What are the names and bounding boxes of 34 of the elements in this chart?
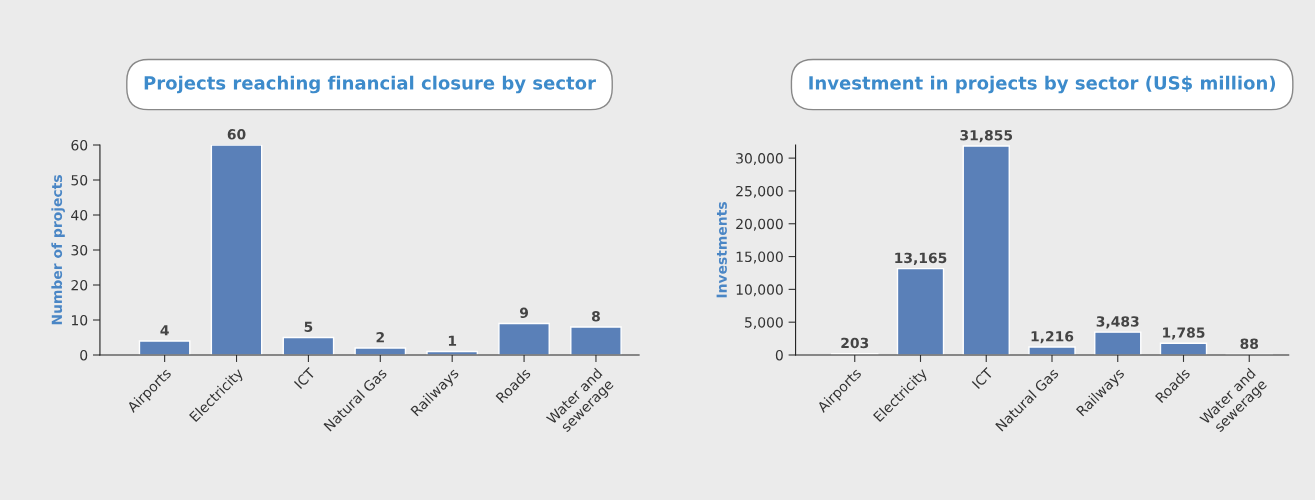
- y-tick-label: 50: [71, 174, 88, 186]
- y-tick-label: 5,000: [745, 317, 783, 330]
- data-label: 203: [841, 337, 869, 349]
- y-tick-label: 40: [71, 209, 88, 221]
- y-tick-label: 60: [71, 139, 88, 151]
- data-label: 60: [227, 129, 246, 140]
- data-label: 9: [519, 307, 529, 319]
- y-tick-label: 10: [71, 314, 88, 326]
- data-label: 31,855: [960, 129, 1013, 143]
- y-tick-label: 10,000: [736, 284, 783, 297]
- y-axis-title: Investments: [716, 202, 727, 298]
- chart-title: Projects reaching financial closure by sector: [144, 75, 596, 94]
- y-tick-label: 15,000: [736, 251, 783, 264]
- y-tick-label: 20,000: [736, 218, 783, 231]
- chart-title: Investment in projects by sector (US$ million): [809, 75, 1276, 94]
- x-tick-label: ICT: [971, 366, 994, 390]
- data-label: 1,785: [1163, 327, 1205, 340]
- y-tick-label: 20: [71, 279, 88, 291]
- y-tick-label: 25,000: [736, 185, 783, 198]
- data-label: 13,165: [895, 252, 947, 265]
- y-tick-label: 0: [80, 349, 88, 361]
- y-tick-label: 30: [71, 244, 88, 256]
- data-label: 1: [448, 335, 457, 346]
- x-tick-label: ICT: [293, 366, 317, 390]
- data-label: 2: [376, 332, 384, 343]
- data-label: 5: [304, 321, 313, 333]
- data-label: 88: [1240, 338, 1259, 349]
- data-label: 4: [160, 325, 169, 336]
- y-tick-label: 30,000: [736, 153, 783, 166]
- data-label: 3,483: [1096, 316, 1139, 329]
- data-label: 1,216: [1031, 331, 1074, 344]
- y-tick-label: 0: [775, 349, 783, 361]
- y-axis-title: Number of projects: [51, 175, 65, 325]
- data-label: 8: [591, 311, 600, 322]
